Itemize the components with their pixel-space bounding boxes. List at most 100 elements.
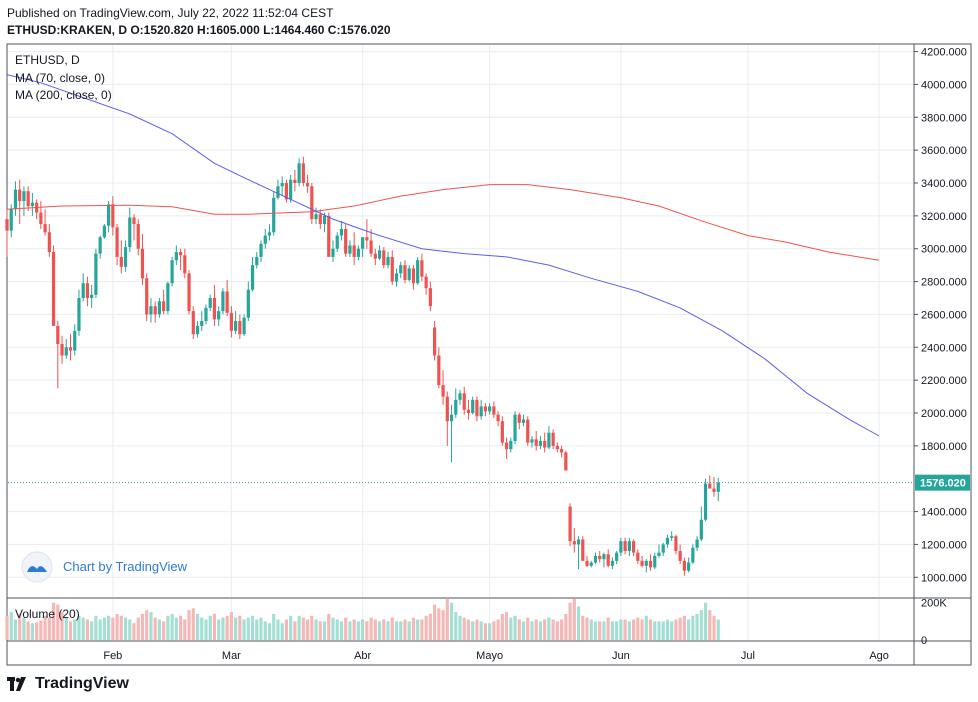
candle-up	[259, 243, 263, 257]
candle-up	[547, 432, 551, 448]
candle-down	[47, 232, 51, 252]
candle-down	[373, 253, 377, 259]
candle-down	[551, 432, 555, 446]
volume-bar	[462, 617, 466, 640]
candle-down	[344, 229, 348, 254]
volume-bar	[449, 602, 454, 640]
candle-down	[555, 445, 559, 450]
candle-up	[339, 229, 344, 236]
volume-bar	[68, 621, 73, 640]
volume-bar	[538, 621, 543, 640]
volume-bar	[593, 621, 598, 640]
volume-bar	[526, 617, 530, 640]
volume-bar	[132, 623, 136, 640]
candle-up	[272, 197, 276, 233]
candle-up	[530, 439, 534, 443]
volume-bar	[386, 621, 390, 640]
candle-down	[432, 327, 437, 356]
candle-down	[492, 406, 496, 415]
time-tick-label: Feb	[103, 650, 122, 662]
ohlc-line: ETHUSD:KRAKEN, D O:1520.820 H:1605.000 L…	[7, 23, 391, 37]
candle-up	[593, 555, 598, 563]
volume-bar	[572, 599, 576, 640]
candle-up	[166, 283, 170, 312]
volume-bar	[428, 613, 432, 640]
volume-bar	[5, 615, 9, 640]
volume-bar	[263, 621, 267, 640]
volume-bar	[432, 604, 437, 640]
candle-up	[208, 298, 212, 308]
footer-logo[interactable]: TradingView	[7, 674, 129, 694]
price-tick-label: 2000.000	[921, 408, 967, 420]
volume-bar	[619, 619, 623, 640]
candle-down	[526, 419, 530, 443]
volume-bar	[365, 621, 369, 640]
volume-bar	[149, 612, 153, 640]
candle-down	[85, 283, 90, 298]
volume-bar	[547, 617, 551, 640]
candle-down	[284, 183, 289, 200]
candle-down	[365, 237, 369, 241]
volume-bar	[691, 615, 695, 640]
candle-up	[94, 253, 98, 295]
grid	[8, 45, 913, 640]
candle-down	[678, 551, 682, 561]
volume-bar	[661, 621, 665, 640]
candle-down	[305, 183, 310, 187]
volume-bar	[238, 615, 242, 640]
candle-down	[636, 552, 640, 561]
volume-bar	[581, 615, 585, 640]
candle-up	[314, 214, 318, 220]
candle-down	[708, 483, 712, 489]
last-price-label: 1576.020	[920, 478, 966, 490]
candle-up	[703, 483, 708, 520]
candles	[5, 156, 720, 576]
volume-bar	[191, 608, 195, 640]
legend-volume[interactable]: Volume (20)	[15, 607, 80, 621]
candle-up	[77, 298, 81, 331]
volume-bar	[454, 612, 458, 640]
candle-down	[178, 252, 183, 256]
candle-up	[513, 414, 517, 441]
volume-bar	[496, 619, 500, 640]
legend-ma70[interactable]: MA (70, close, 0)	[15, 71, 105, 85]
time-axis[interactable]: Feb Mar Abr Mayo Jun Jul Ago	[103, 650, 889, 662]
volume-bar	[128, 619, 132, 640]
time-tick-label: Jul	[741, 650, 755, 662]
volume-bar	[119, 615, 123, 640]
candle-down	[390, 256, 394, 282]
candle-down	[712, 488, 716, 492]
candle-down	[437, 355, 441, 386]
time-tick-label: Mayo	[476, 650, 503, 662]
candle-up	[30, 202, 35, 206]
candle-up	[407, 268, 411, 280]
candle-up	[331, 248, 335, 257]
candle-down	[5, 219, 9, 231]
volume-bar	[43, 615, 47, 640]
volume-bar	[653, 621, 657, 640]
volume-bar	[255, 619, 259, 640]
volume-bar	[327, 613, 331, 640]
volume-bar	[403, 619, 407, 640]
volume-bar	[695, 613, 699, 640]
price-tick-label: 3000.000	[921, 244, 967, 256]
watermark[interactable]: Chart by TradingView	[21, 551, 188, 583]
legend-ma200[interactable]: MA (200, close, 0)	[15, 88, 112, 102]
candle-down	[140, 248, 145, 279]
volume-bar	[166, 615, 170, 640]
volume-bar	[373, 619, 377, 640]
candle-down	[462, 393, 466, 410]
candle-up	[289, 179, 293, 200]
volume-bar	[640, 619, 644, 640]
time-tick-label: Mar	[222, 650, 241, 662]
candle-down	[111, 204, 115, 228]
volume-bar	[102, 617, 106, 640]
price-axis[interactable]: 4200.000 4000.000 3800.000 3600.000 3400.000…	[914, 47, 967, 647]
volume-bar	[153, 617, 157, 640]
candle-up	[479, 406, 483, 417]
candle-up	[619, 541, 623, 553]
candle-down	[132, 217, 136, 225]
candle-up	[521, 419, 526, 423]
candle-down	[534, 439, 538, 446]
